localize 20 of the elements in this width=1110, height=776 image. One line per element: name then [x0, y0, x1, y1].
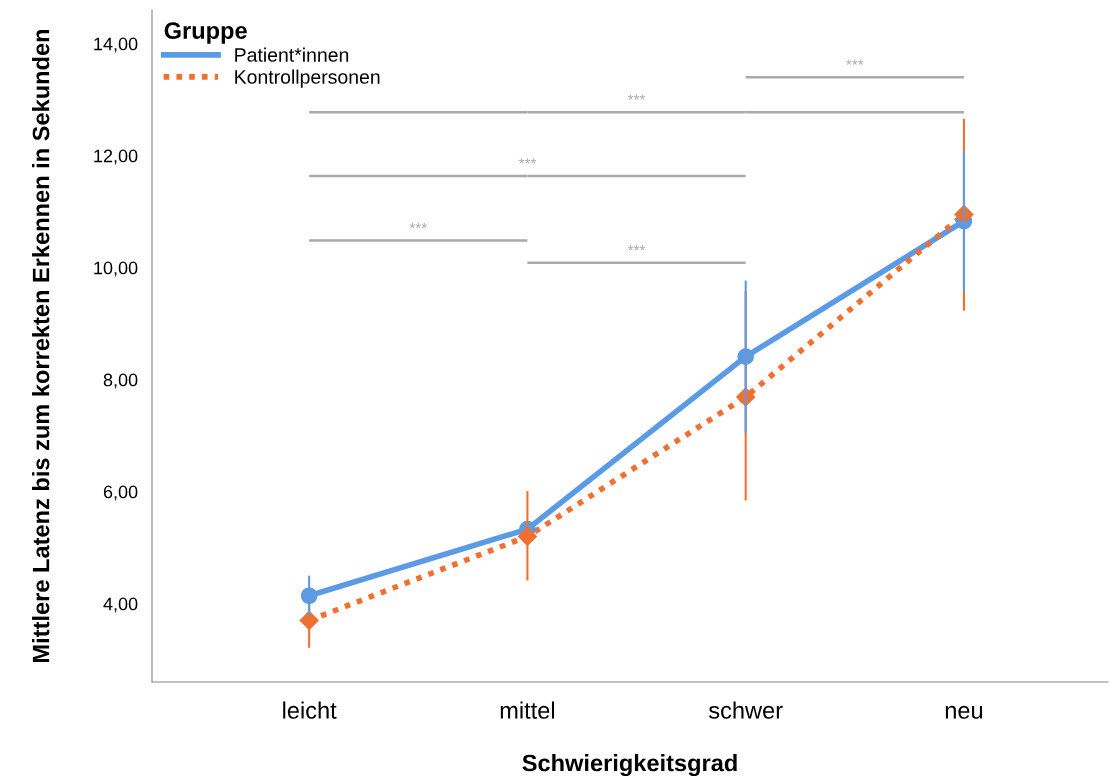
x-tick-label: schwer	[708, 701, 783, 719]
legend-title: Gruppe	[164, 22, 247, 44]
annotation: ***	[518, 158, 537, 164]
annotation: ***	[409, 222, 427, 229]
y-tick-label: 10,00	[94, 261, 138, 277]
annotation: ***	[627, 244, 646, 251]
y-tick-label: 12,00	[94, 149, 138, 165]
y-tick-label: 8,00	[103, 373, 138, 389]
y-tick-label: 4,00	[103, 597, 138, 613]
legend-label: Kontrollpersonen	[235, 69, 380, 88]
annotation: ***	[627, 94, 646, 100]
annotation: ***	[846, 59, 864, 65]
legend-label: Patient*innen	[235, 47, 349, 62]
y-tick-label: 14,00	[94, 37, 138, 53]
x-axis-title: Schwierigkeitsgrad	[522, 754, 737, 776]
x-tick-label: mittel	[500, 701, 555, 719]
x-tick-label: leicht	[283, 701, 337, 719]
x-tick-label: neu	[945, 705, 983, 719]
y-tick-label: 6,00	[103, 485, 138, 501]
y-axis-title: Mittlere Latenz bis zum korrekten Erkennen in Sekunden	[32, 29, 50, 662]
